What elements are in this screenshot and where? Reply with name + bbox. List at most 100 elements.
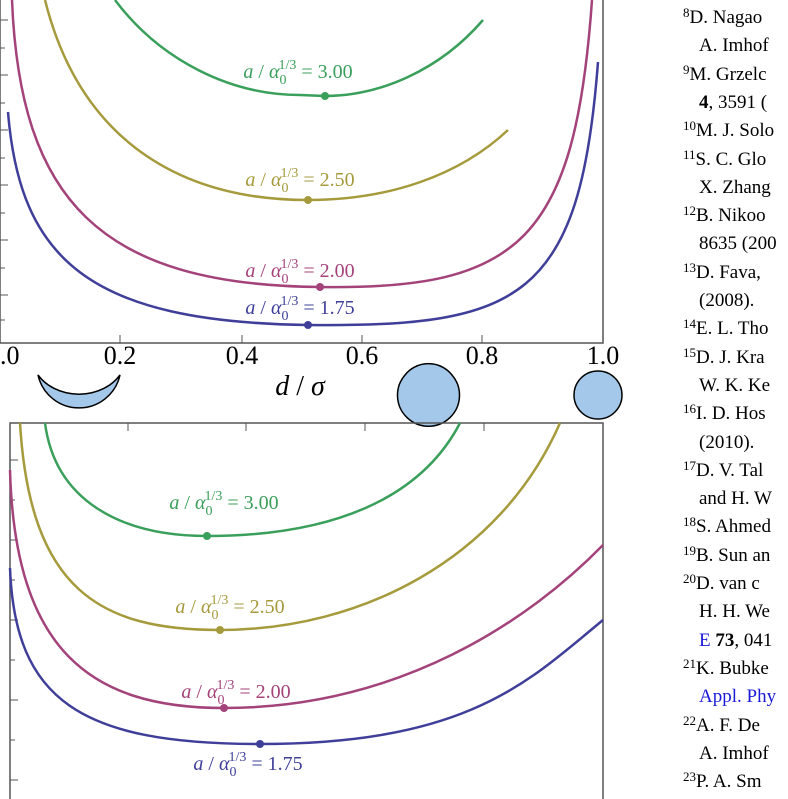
x-tick-label: 0.8 [466,341,499,370]
reference-line: E 73, 041 [699,631,772,650]
text: 9 [683,61,690,77]
subscript: 0 [205,504,212,519]
x-tick-label: 0.4 [226,341,259,370]
sep: / [185,596,201,618]
crescent-shape [37,374,121,409]
particle-shape [396,362,461,427]
sphere-shape [573,370,623,420]
text: H. H. We [699,601,770,623]
text: 8 [683,5,690,20]
text: E. L. Tho [696,318,769,340]
sep: / [191,681,207,703]
text: D. Fava, [696,261,761,283]
value: = 3.00 [222,492,278,514]
reference-line: W. K. Ke [699,376,770,395]
value: = 2.00 [298,260,354,282]
reference-line: and H. W [699,489,772,508]
text: 22 [683,712,696,728]
var: a [169,492,179,514]
text: 17 [683,457,696,473]
text: 8635 (200 [699,233,777,255]
text: 13 [683,259,696,275]
value: = 2.00 [234,681,290,703]
text: 18 [683,514,696,530]
value: = 1.75 [246,753,302,775]
reference-line: (2008). [699,291,754,310]
curve [114,0,484,98]
minimum-dot [304,196,312,204]
value: = 2.50 [228,596,284,618]
text: 16 [683,401,696,417]
text: B. Sun an [696,544,771,566]
x-axis-label: d / σ [275,371,326,402]
sep: / [203,753,219,775]
reference-line: 18S. Ahmed [683,514,771,536]
text: S. C. Glo [695,148,767,170]
curve [43,0,509,202]
sep: / [255,260,271,282]
value: = 1.75 [298,297,354,319]
reference-line: 13D. Fava, [683,259,761,283]
curve-label: a / α01/3 = 3.00 [169,489,278,519]
minimum-dot [216,626,224,634]
text: 73 [710,629,735,651]
sep: / [253,61,269,83]
var: a [245,260,255,282]
reference-line: A. Imhof [699,744,769,763]
x-tick-label: 0.6 [346,341,379,370]
text: D. van c [696,573,760,594]
subscript: 0 [217,693,224,708]
subscript: 0 [281,181,288,196]
var: α [195,492,206,514]
minimum-dot [321,92,329,100]
text: D. J. Kra [696,346,765,368]
x-tick-label: .0 [0,341,20,370]
reference-line: 16I. D. Hos [683,401,766,423]
reference-line: 8D. Nagao [683,5,762,27]
top-frame [0,0,604,344]
var: α [271,169,282,191]
var: α [271,297,282,319]
superscript: 1/3 [280,166,298,181]
text: 12 [683,203,696,219]
text: A. Imhof [699,742,769,764]
text: M. Grzelc [689,63,767,85]
x-tick-label: 1.0 [587,341,620,370]
text: 4 [699,91,709,113]
bottom-frame [9,422,604,799]
reference-line: 14E. L. Tho [683,317,769,340]
reference-line: 9M. Grzelc [683,61,767,85]
superscript: 1/3 [280,257,298,272]
var: a [181,681,191,703]
superscript: 1/3 [210,593,228,608]
subscript: 0 [211,608,218,623]
text: B. Nikoo [696,205,766,227]
curve-label: a / α01/3 = 2.00 [245,257,354,287]
subscript: 0 [229,765,236,780]
reference-line: 19B. Sun an [683,544,771,566]
reference-line: 23P. A. Sm [683,770,761,791]
reference-line: 11S. C. Glo [683,148,767,170]
reference-line: X. Zhang [699,178,771,197]
text: 10 [683,118,696,134]
curve-label: a / α01/3 = 2.00 [181,678,290,708]
var: a [243,61,253,83]
x-tick-label: 0.2 [104,341,137,370]
text: A. F. De [696,714,760,736]
reference-line: 12B. Nikoo [683,203,766,227]
superscript: 1/3 [228,750,246,765]
reference-line: 17D. V. Tal [683,457,764,481]
sep: / [179,492,195,514]
reference-line: Appl. Phy [699,687,776,706]
var: α [201,596,212,618]
var: α [207,681,218,703]
var: σ [311,371,326,402]
curve-label: a / α01/3 = 2.50 [245,166,354,196]
text: 20 [683,571,696,586]
var: α [219,753,230,775]
top-ticks [0,19,483,343]
text: Appl. Phy [699,686,777,708]
text: D. V. Tal [696,459,764,481]
reference-line: A. Imhof [699,36,769,55]
